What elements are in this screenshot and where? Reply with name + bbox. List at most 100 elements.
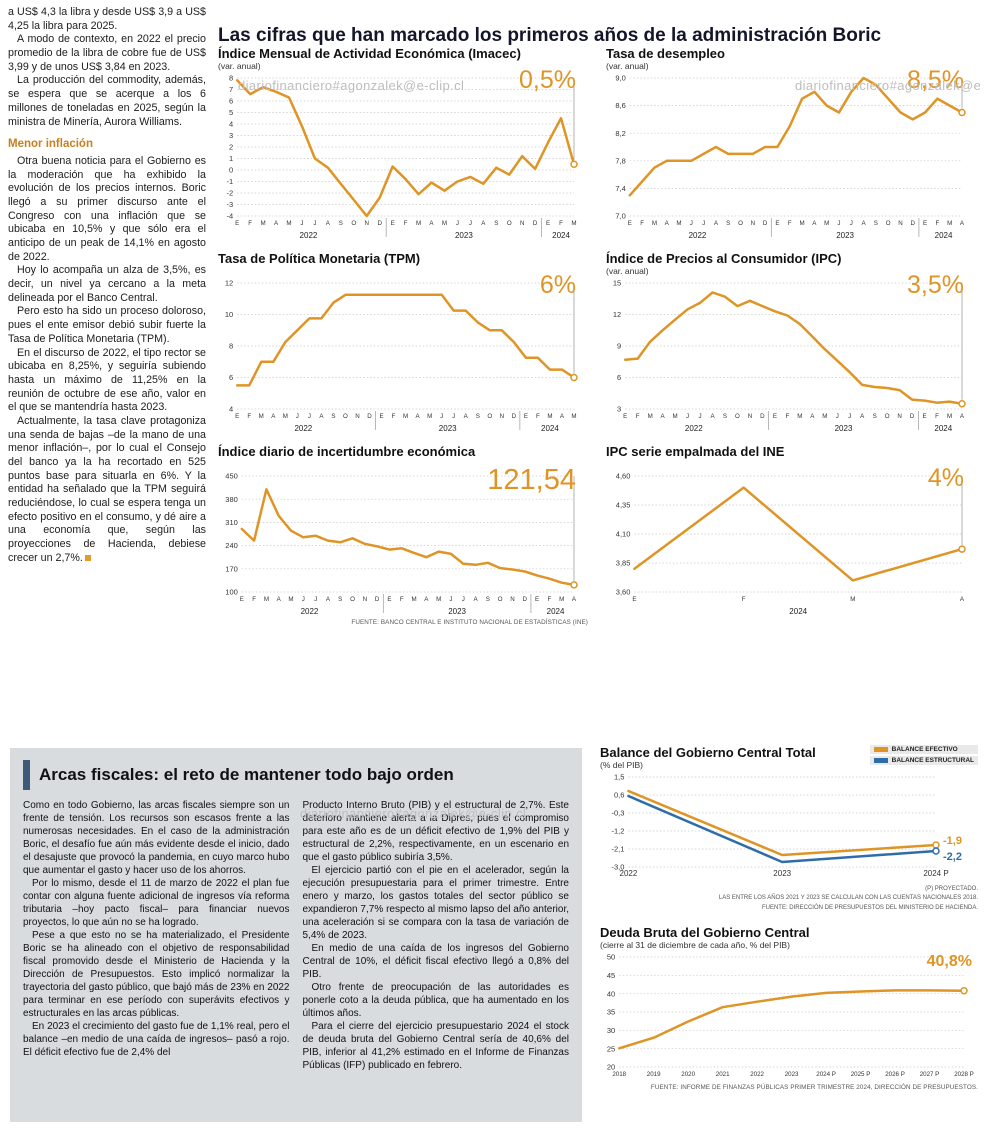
article-end-mark-icon (84, 554, 91, 561)
svg-text:S: S (338, 596, 342, 603)
svg-text:E: E (775, 220, 779, 227)
svg-text:J: J (302, 596, 305, 603)
svg-text:2019: 2019 (647, 1071, 661, 1078)
svg-text:M: M (824, 220, 829, 227)
line-chart-incertidumbre: 450 380 310 240 170 100 E F M A M J J A S O N D E F M A M J J A S O… (218, 470, 588, 618)
chart-card-desempleo: Tasa de desempleo (var. anual) 8,5% 9,0 8… (606, 46, 976, 242)
svg-text:O: O (507, 220, 512, 227)
svg-text:8,6: 8,6 (615, 101, 625, 110)
paragraph: Pese a que esto no se ha materializado, … (23, 930, 290, 1019)
svg-text:2023: 2023 (836, 231, 854, 240)
svg-text:M: M (559, 596, 564, 603)
svg-text:2024: 2024 (934, 424, 952, 433)
line-chart-balance: 1,5 0,6 -0,3 -1,2 -2,1 -3,0 2022 2023 2024 P -1,9… (600, 771, 978, 883)
svg-text:M: M (416, 220, 421, 227)
paragraph: El ejercicio partió con el pie en el ace… (302, 865, 570, 941)
svg-text:D: D (375, 596, 380, 603)
svg-text:4,60: 4,60 (616, 472, 631, 481)
svg-text:M: M (403, 413, 408, 420)
svg-text:25: 25 (607, 1044, 615, 1053)
svg-text:F: F (548, 596, 552, 603)
article-paragraphs-top: a US$ 4,3 la libra y desde US$ 3,9 a US$… (8, 6, 206, 129)
chart-title: Índice Mensual de Actividad Económica (I… (218, 46, 521, 61)
svg-text:E: E (623, 413, 627, 420)
svg-text:N: N (520, 220, 524, 227)
svg-text:A: A (416, 413, 421, 420)
svg-text:50: 50 (607, 952, 615, 961)
svg-text:7,8: 7,8 (615, 156, 625, 165)
chart-subtitle (218, 266, 588, 277)
svg-text:J: J (449, 596, 452, 603)
latest-value-label: 40,8% (926, 952, 972, 970)
svg-text:M: M (261, 220, 266, 227)
svg-text:20: 20 (607, 1062, 615, 1071)
svg-text:-3: -3 (227, 200, 234, 209)
svg-text:2022: 2022 (620, 869, 638, 878)
svg-text:2023: 2023 (455, 231, 473, 240)
svg-text:M: M (288, 596, 293, 603)
svg-text:2024: 2024 (547, 607, 565, 616)
svg-text:O: O (351, 220, 356, 227)
chart-card-ipc: Índice de Precios al Consumidor (IPC) (v… (606, 251, 976, 435)
svg-text:D: D (512, 413, 517, 420)
svg-text:O: O (738, 220, 743, 227)
svg-text:S: S (486, 596, 490, 603)
svg-text:O: O (343, 413, 348, 420)
svg-text:M: M (286, 220, 291, 227)
chart-title: Índice diario de incertidumbre económica (218, 444, 476, 459)
svg-text:D: D (367, 413, 372, 420)
svg-text:A: A (274, 220, 279, 227)
svg-text:4: 4 (229, 120, 233, 129)
svg-text:6: 6 (229, 97, 233, 106)
svg-text:D: D (760, 413, 765, 420)
svg-text:A: A (277, 596, 282, 603)
svg-text:E: E (379, 413, 383, 420)
svg-text:A: A (271, 413, 276, 420)
chart-title: Tasa de Política Monetaria (TPM) (218, 251, 421, 266)
paragraph: (P) PROYECTADO. (925, 886, 978, 892)
svg-text:N: N (500, 413, 504, 420)
svg-text:40: 40 (607, 989, 615, 998)
svg-text:8,2: 8,2 (615, 129, 625, 138)
svg-text:A: A (560, 413, 565, 420)
svg-text:A: A (710, 413, 715, 420)
box-header: Arcas fiscales: el reto de mantener todo… (23, 760, 569, 790)
svg-text:8: 8 (229, 342, 233, 351)
box-column-2: Producto Interno Bruto (PIB) y el estruc… (303, 799, 570, 1072)
svg-text:E: E (628, 220, 632, 227)
svg-text:O: O (735, 413, 740, 420)
svg-text:S: S (874, 220, 878, 227)
article-last-paragraph-text: Actualmente, la tasa clave protagoniza u… (8, 414, 206, 564)
svg-text:M: M (259, 413, 264, 420)
svg-text:M: M (283, 413, 288, 420)
svg-text:S: S (726, 220, 730, 227)
svg-text:E: E (387, 596, 391, 603)
svg-text:A: A (862, 220, 867, 227)
svg-text:O: O (886, 220, 891, 227)
chart-subtitle: (var. anual) (218, 61, 261, 71)
svg-text:2027 P: 2027 P (920, 1071, 940, 1078)
svg-text:2018: 2018 (612, 1071, 626, 1078)
svg-text:E: E (524, 413, 528, 420)
svg-text:M: M (652, 220, 657, 227)
svg-text:9: 9 (617, 342, 621, 351)
paragraph: Como en todo Gobierno, las arcas fiscale… (23, 800, 290, 876)
chart-subtitle: (var. anual) (606, 266, 649, 276)
svg-text:F: F (252, 596, 256, 603)
svg-text:F: F (536, 413, 540, 420)
svg-text:3: 3 (617, 405, 621, 414)
svg-text:12: 12 (613, 310, 621, 319)
svg-text:3,60: 3,60 (616, 588, 631, 597)
svg-text:J: J (848, 413, 851, 420)
svg-text:J: J (698, 413, 701, 420)
line-chart-desempleo: 9,0 8,6 8,2 7,8 7,4 7,0 E F M A M J J A S O N D E F M A M J J A S O… (606, 72, 976, 242)
svg-text:A: A (464, 413, 469, 420)
chart-card-ipc-empalmado: IPC serie empalmada del INE 4% 4,60 4,35 4… (606, 444, 976, 626)
svg-text:7: 7 (229, 85, 233, 94)
svg-text:D: D (763, 220, 768, 227)
chart-source: FUENTE: BANCO CENTRAL E INSTITUTO NACION… (351, 619, 588, 626)
line-chart-ipc-empalmado: 4,60 4,35 4,10 3,85 3,60 E F M A 2024 (606, 470, 976, 618)
svg-text:J: J (462, 596, 465, 603)
svg-text:2023: 2023 (448, 607, 466, 616)
svg-text:S: S (476, 413, 480, 420)
